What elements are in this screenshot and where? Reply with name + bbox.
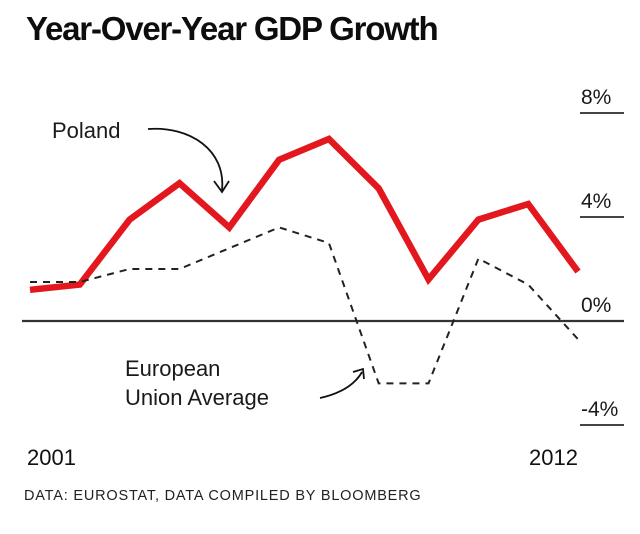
x-tick-label-end: 2012	[529, 445, 578, 470]
chart-title: Year-Over-Year GDP Growth	[26, 10, 439, 47]
poland-annotation-arrow	[147, 127, 224, 191]
eu-annotation-label-line1: European	[125, 356, 220, 381]
source-note: DATA: EUROSTAT, DATA COMPILED BY BLOOMBE…	[24, 488, 422, 504]
y-tick-label: 0%	[581, 294, 611, 317]
annotations: Poland European Union Average	[52, 118, 365, 410]
y-tick-label: -4%	[581, 398, 618, 421]
series-lines	[29, 135, 581, 385]
eu-average-line	[30, 226, 579, 385]
poland-annotation-arrowhead	[213, 180, 230, 194]
eu-annotation-arrowhead	[352, 367, 365, 380]
y-tick-label: 8%	[581, 86, 611, 109]
poland-annotation-label: Poland	[52, 118, 121, 143]
eu-annotation-label-line2: Union Average	[125, 385, 269, 410]
poland-line	[29, 135, 581, 294]
x-tick-labels: 2001 2012	[27, 445, 578, 470]
y-tick-labels: 8% 4% 0% -4%	[581, 86, 618, 421]
gridlines	[22, 112, 624, 426]
y-tick-label: 4%	[581, 190, 611, 213]
x-tick-label-start: 2001	[27, 445, 76, 470]
eu-annotation-arrow	[319, 371, 363, 399]
